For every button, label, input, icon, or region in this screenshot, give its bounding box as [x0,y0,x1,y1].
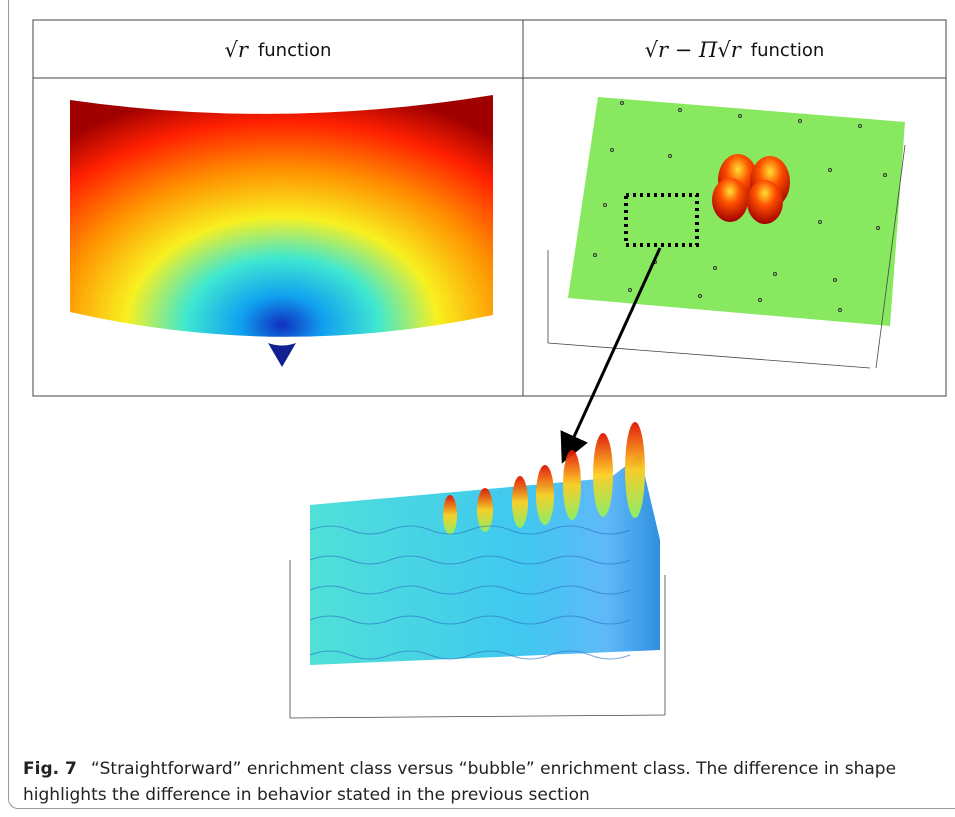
zoomed-surface [289,422,666,719]
sqrt-r-surface [70,95,493,367]
figure-frame [8,0,955,809]
caption: Fig. 7 “Straightforward” enrichment class… [23,756,928,808]
header-cell: √r function [33,22,523,78]
header-cell: √r − Π√r function [523,22,946,78]
header-label: function [750,39,825,61]
figure [32,19,947,719]
bubble-surface [547,97,906,369]
caption-label: Fig. 7 [23,759,77,779]
zoom-arrow [560,247,662,464]
caption-text: “Straightforward” enrichment class versu… [23,759,897,805]
table-grid [32,19,947,397]
header-math: √r − Π√r [644,38,741,62]
header-math: √r [224,38,248,62]
header-label: function [257,39,332,61]
